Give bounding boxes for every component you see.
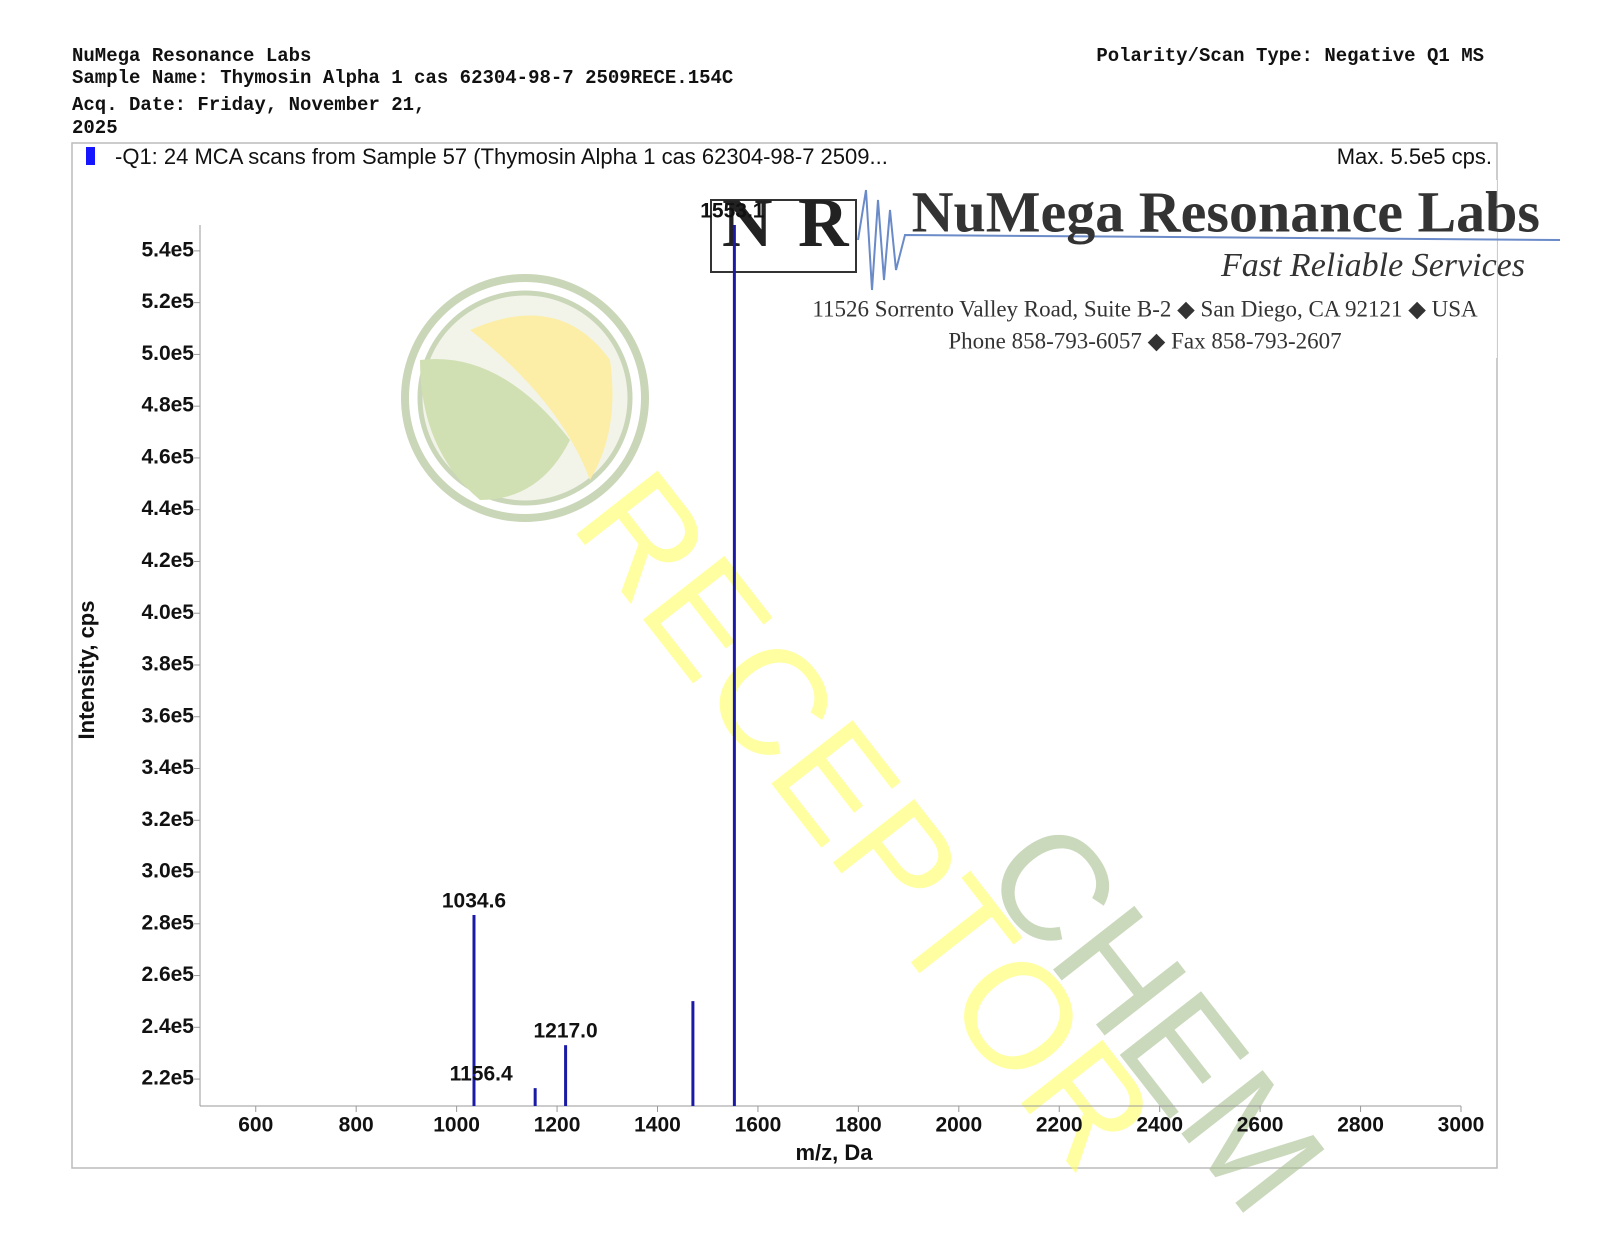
x-tick-label: 1400 [634, 1114, 681, 1137]
logo-phone: Phone 858-793-6057 ◆ Fax 858-793-2607 [948, 328, 1341, 353]
x-tick-label: 1200 [534, 1114, 581, 1137]
y-tick-label: 4.2e5 [141, 549, 194, 572]
y-tick-label: 3.0e5 [141, 860, 194, 883]
y-tick-label: 5.0e5 [141, 342, 194, 365]
y-tick-label: 3.4e5 [141, 756, 194, 779]
y-tick-label: 2.8e5 [141, 911, 194, 934]
legend-swatch [86, 147, 95, 165]
y-tick-label: 3.6e5 [141, 704, 194, 727]
x-tick-label: 1600 [735, 1114, 782, 1137]
y-tick-label: 5.4e5 [141, 238, 194, 261]
logo-n: N [722, 185, 773, 262]
x-axis-label: m/z, Da [795, 1140, 873, 1165]
lab-name: NuMega Resonance Labs [72, 45, 311, 67]
x-tick-label: 3000 [1438, 1114, 1485, 1137]
y-tick-label: 5.2e5 [141, 290, 194, 313]
y-tick-label: 4.0e5 [141, 601, 194, 624]
peak-label: 1156.4 [450, 1063, 513, 1086]
x-tick-label: 2200 [1036, 1114, 1083, 1137]
watermark: RECEPTOR CHEM [401, 274, 1358, 1237]
acq-date: Acq. Date: Friday, November 21, [72, 94, 425, 116]
frame [71, 142, 1498, 1169]
chart-title: -Q1: 24 MCA scans from Sample 57 (Thymos… [115, 144, 888, 169]
x-tick-label: 800 [339, 1114, 374, 1137]
x-tick-label: 1800 [835, 1114, 882, 1137]
acq-year: 2025 [72, 117, 118, 139]
logo-block: N R NuMega Resonance Labs Fast Reliable … [706, 179, 1561, 358]
y-tick-label: 2.4e5 [141, 1015, 194, 1038]
x-tick-label: 1000 [433, 1114, 480, 1137]
x-tick-label: 2800 [1337, 1114, 1384, 1137]
y-tick-label: 2.6e5 [141, 963, 194, 986]
peak-label: 1553.1 [700, 200, 765, 223]
y-axis-label: Intensity, cps [74, 601, 99, 740]
logo-r: R [798, 185, 850, 262]
peak-label: 1217.0 [533, 1020, 597, 1043]
x-tick-label: 2600 [1237, 1114, 1284, 1137]
y-tick-label: 4.8e5 [141, 394, 194, 417]
y-tick-label: 3.8e5 [141, 653, 194, 676]
x-tick-label: 600 [238, 1114, 273, 1137]
polarity: Polarity/Scan Type: Negative Q1 MS [1096, 45, 1484, 67]
logo-tagline: Fast Reliable Services [1220, 247, 1525, 284]
x-tick-label: 2000 [935, 1114, 982, 1137]
logo-address: 11526 Sorrento Valley Road, Suite B-2 ◆ … [812, 296, 1478, 321]
peak-label: 1034.6 [442, 890, 506, 913]
y-tick-label: 3.2e5 [141, 808, 194, 831]
y-tick-label: 2.2e5 [141, 1067, 194, 1090]
y-tick-label: 4.4e5 [141, 497, 194, 520]
sample-name: Sample Name: Thymosin Alpha 1 cas 62304-… [72, 67, 733, 89]
y-tick-label: 4.6e5 [141, 445, 194, 468]
logo-name: NuMega Resonance Labs [912, 179, 1540, 244]
x-tick-label: 2400 [1136, 1114, 1183, 1137]
chart-subtitle: Max. 5.5e5 cps. [1337, 144, 1492, 169]
